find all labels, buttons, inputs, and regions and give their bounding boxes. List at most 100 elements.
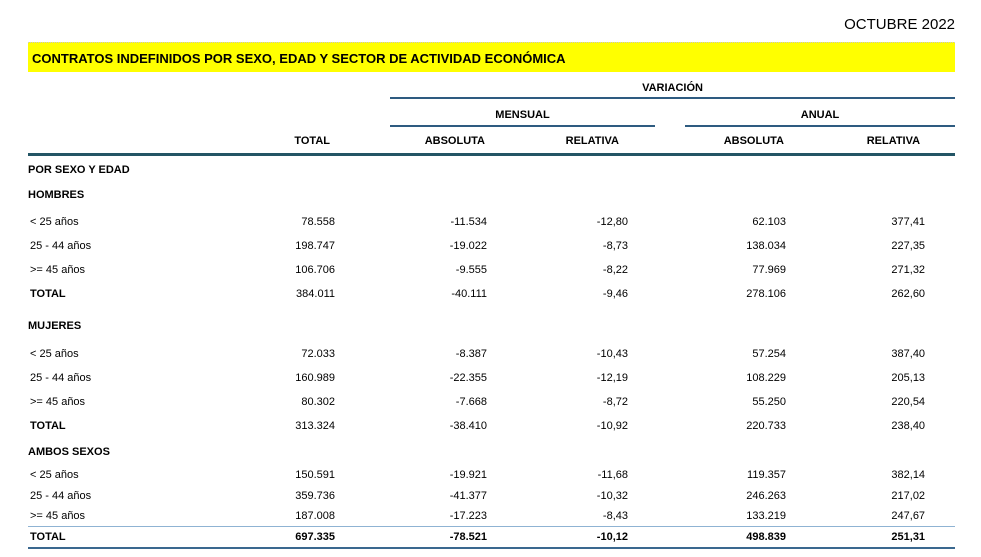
row-label: >= 45 años: [28, 506, 250, 527]
cell-total: 384.011: [296, 288, 335, 300]
section-title-row: AMBOS SEXOS: [28, 438, 955, 464]
spacer: [655, 485, 685, 506]
column-group-variacion: VARIACIÓN: [390, 80, 956, 99]
spacer: [345, 506, 390, 527]
table-row: >= 45 años 106.706 -9.555 -8,22 77.969 2…: [28, 258, 955, 282]
spacer: [345, 366, 390, 390]
cell-total: 72.033: [301, 348, 335, 360]
cell-anual-relativa: 220,54: [891, 396, 926, 408]
section-total-row: TOTAL 313.324 -38.410 -10,92 220.733 238…: [28, 414, 955, 438]
cell-anual-absoluta: 220.733: [746, 420, 786, 432]
cell-total: 359.736: [295, 489, 335, 502]
cell-anual-relativa: 377,41: [891, 216, 926, 228]
category-header: POR SEXO Y EDAD: [28, 164, 130, 176]
table-row: 25 - 44 años 160.989 -22.355 -12,19 108.…: [28, 366, 955, 390]
row-label: >= 45 años: [30, 264, 86, 276]
cell-anual-relativa: 205,13: [891, 372, 926, 384]
spacer: [655, 526, 685, 549]
section-title-mujeres: MUJERES: [28, 320, 82, 332]
cell-mensual-absoluta: -41.377: [449, 489, 487, 502]
cell-anual-absoluta: 77.969: [752, 264, 786, 276]
column-header-row: TOTAL ABSOLUTA RELATIVA ABSOLUTA RELATIV…: [28, 126, 956, 156]
column-header-mensual-absoluta: ABSOLUTA: [390, 126, 500, 156]
cell-anual-relativa: 247,67: [790, 506, 956, 527]
cell-mensual-relativa: -9,46: [602, 288, 628, 300]
cell-mensual-absoluta: -17.223: [390, 506, 500, 527]
table-row: < 25 años 72.033 -8.387 -10,43 57.254 38…: [28, 342, 955, 366]
cell-mensual-relativa: -8,43: [500, 506, 655, 527]
cell-total: 697.335: [250, 526, 345, 549]
spacer: [655, 98, 685, 126]
section-title-ambos-sexos: AMBOS SEXOS: [28, 446, 110, 458]
spacer: [345, 342, 390, 366]
cell-mensual-absoluta: -78.521: [390, 526, 500, 549]
cell-mensual-absoluta: -40.111: [451, 288, 487, 300]
spacer: [655, 506, 685, 527]
cell-anual-relativa: 387,40: [891, 348, 926, 360]
cell-mensual-relativa: -12,80: [596, 216, 628, 228]
cell-mensual-relativa: -11,68: [597, 468, 628, 481]
cell-anual-absoluta: 138.034: [746, 240, 786, 252]
spacer: [345, 234, 390, 258]
section-title-row: HOMBRES: [28, 180, 955, 210]
cell-mensual-absoluta: -8.387: [455, 348, 487, 360]
cell-anual-absoluta: 133.219: [685, 506, 790, 527]
cell-mensual-relativa: -12,19: [596, 372, 628, 384]
column-header-total: TOTAL: [250, 126, 345, 156]
table-row: >= 45 años 187.008 -17.223 -8,43 133.219…: [28, 506, 956, 527]
cell-mensual-absoluta: -19.022: [449, 240, 487, 252]
cell-anual-absoluta: 108.229: [746, 372, 786, 384]
spacer: [28, 126, 250, 156]
contracts-table: VARIACIÓN MENSUAL ANUAL TOTAL ABSOLUTA R…: [28, 80, 956, 549]
row-label: 25 - 44 años: [30, 240, 92, 252]
column-header-anual-absoluta: ABSOLUTA: [685, 126, 790, 156]
cell-mensual-absoluta: -11.534: [450, 216, 488, 228]
cell-anual-absoluta: 278.106: [746, 288, 786, 300]
row-label: 25 - 44 años: [30, 489, 92, 502]
report-date: OCTUBRE 2022: [844, 16, 955, 33]
spacer: [345, 526, 390, 549]
column-header-anual-relativa: RELATIVA: [790, 126, 956, 156]
variacion-header-row: VARIACIÓN: [28, 80, 956, 99]
spacer: [655, 366, 685, 390]
spacer: [345, 414, 390, 438]
cell-anual-relativa: 238,40: [891, 420, 926, 432]
cell-anual-absoluta: 498.839: [685, 526, 790, 549]
cell-anual-absoluta: 55.250: [752, 396, 786, 408]
category-header-row: POR SEXO Y EDAD: [28, 154, 955, 180]
row-label: >= 45 años: [30, 396, 86, 408]
cell-total: 160.989: [295, 372, 335, 384]
spacer: [28, 80, 390, 98]
spacer: [345, 126, 390, 156]
row-label: TOTAL: [28, 526, 250, 549]
cell-total: 80.302: [301, 396, 335, 408]
spacer: [655, 234, 685, 258]
cell-mensual-relativa: -8,22: [602, 264, 628, 276]
section-total-row: TOTAL 384.011 -40.111 -9,46 278.106 262,…: [28, 282, 955, 306]
cell-total: 78.558: [301, 216, 335, 228]
spacer: [655, 258, 685, 282]
table-row: 25 - 44 años 198.747 -19.022 -8,73 138.0…: [28, 234, 955, 258]
row-label: TOTAL: [30, 420, 66, 432]
cell-anual-relativa: 271,32: [891, 264, 926, 276]
cell-mensual-relativa: -8,73: [602, 240, 628, 252]
cell-mensual-relativa: -10,43: [596, 348, 628, 360]
spacer: [345, 258, 390, 282]
column-group-mensual: MENSUAL: [390, 98, 655, 127]
cell-anual-absoluta: 119.357: [747, 468, 786, 481]
row-label: < 25 años: [30, 468, 79, 481]
spacer: [345, 485, 390, 506]
column-group-anual: ANUAL: [685, 98, 956, 127]
spacer: [345, 464, 390, 485]
cell-total: 198.747: [295, 240, 335, 252]
section-title-row: MUJERES: [28, 306, 955, 342]
spacer: [345, 282, 390, 306]
cell-anual-relativa: 217,02: [891, 489, 926, 502]
table-row: >= 45 años 80.302 -7.668 -8,72 55.250 22…: [28, 390, 955, 414]
spacer: [345, 210, 390, 234]
cell-anual-relativa: 227,35: [891, 240, 926, 252]
column-header-mensual-relativa: RELATIVA: [500, 126, 655, 156]
cell-anual-relativa: 262,60: [891, 288, 926, 300]
cell-mensual-absoluta: -7.668: [455, 396, 487, 408]
section-title-hombres: HOMBRES: [28, 189, 85, 201]
